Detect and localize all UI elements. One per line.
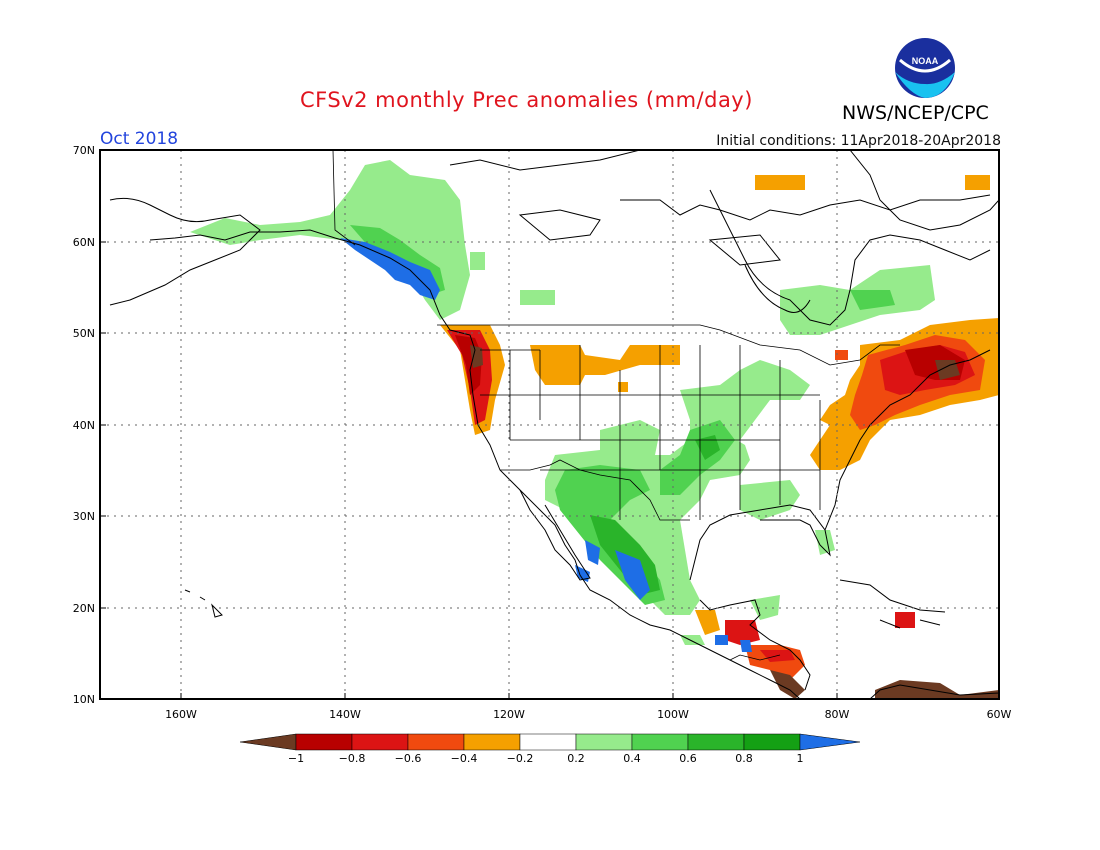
ticks bbox=[100, 149, 838, 699]
forecast-month: Oct 2018 bbox=[100, 129, 179, 149]
agency-label: NWS/NCEP/CPC bbox=[842, 102, 989, 124]
colorbar-right-arrow bbox=[799, 733, 861, 751]
colorbar-label: −0.2 bbox=[507, 752, 534, 765]
colorbar-segment bbox=[631, 733, 689, 751]
anomaly-fields bbox=[190, 160, 999, 699]
anomaly-alaska-yukon bbox=[190, 160, 470, 320]
lon-label: 160W bbox=[165, 708, 197, 721]
colorbar-label: −0.4 bbox=[451, 752, 478, 765]
initial-conditions: Initial conditions: 11Apr2018-20Apr2018 bbox=[716, 133, 1001, 149]
colorbar-label: 0.6 bbox=[679, 752, 697, 765]
colorbar-label: 0.2 bbox=[567, 752, 585, 765]
longitude-labels: 160W 140W 120W 100W 80W 60W bbox=[165, 708, 1011, 721]
lat-label: 40N bbox=[73, 419, 95, 432]
lon-label: 120W bbox=[493, 708, 525, 721]
anomaly-caribbean-south bbox=[875, 680, 999, 699]
colorbar-legend: −1 −0.8 −0.6 −0.4 −0.2 0.2 0.4 0.6 0.8 1 bbox=[239, 733, 861, 765]
anomaly-central-america bbox=[695, 610, 720, 635]
colorbar-segment bbox=[743, 733, 801, 751]
colorbar-segment bbox=[687, 733, 745, 751]
lon-label: 80W bbox=[825, 708, 850, 721]
lat-label: 30N bbox=[73, 510, 95, 523]
colorbar-label: −1 bbox=[288, 752, 304, 765]
colorbar-label: 0.8 bbox=[735, 752, 753, 765]
coastlines bbox=[109, 150, 999, 699]
lon-label: 100W bbox=[657, 708, 689, 721]
lat-label: 20N bbox=[73, 602, 95, 615]
colorbar-segment bbox=[463, 733, 521, 751]
anomaly-se-alaska-coast bbox=[340, 238, 440, 300]
colorbar-label: −0.8 bbox=[339, 752, 366, 765]
gridlines bbox=[100, 150, 999, 699]
anomaly-northern-plains bbox=[530, 345, 680, 385]
latitude-labels: 70N 60N 50N 40N 30N 20N 10N bbox=[73, 144, 95, 706]
colorbar-label: 0.4 bbox=[623, 752, 641, 765]
colorbar-segment bbox=[295, 733, 353, 751]
lat-label: 10N bbox=[73, 693, 95, 706]
noaa-logo-icon: NOAA bbox=[895, 38, 955, 98]
colorbar-label: −0.6 bbox=[395, 752, 422, 765]
colorbar-segment bbox=[351, 733, 409, 751]
political-borders bbox=[332, 150, 900, 661]
map-title: CFSv2 monthly Prec anomalies (mm/day) bbox=[300, 88, 753, 112]
logo-text: NOAA bbox=[912, 56, 939, 66]
colorbar-segment bbox=[519, 733, 577, 751]
colorbar-segment bbox=[407, 733, 465, 751]
lat-label: 60N bbox=[73, 236, 95, 249]
lon-label: 140W bbox=[329, 708, 361, 721]
colorbar-left-arrow bbox=[239, 733, 297, 751]
lat-label: 70N bbox=[73, 144, 95, 157]
lat-label: 50N bbox=[73, 327, 95, 340]
lon-label: 60W bbox=[987, 708, 1012, 721]
colorbar-segment bbox=[575, 733, 633, 751]
colorbar-label: 1 bbox=[797, 752, 804, 765]
